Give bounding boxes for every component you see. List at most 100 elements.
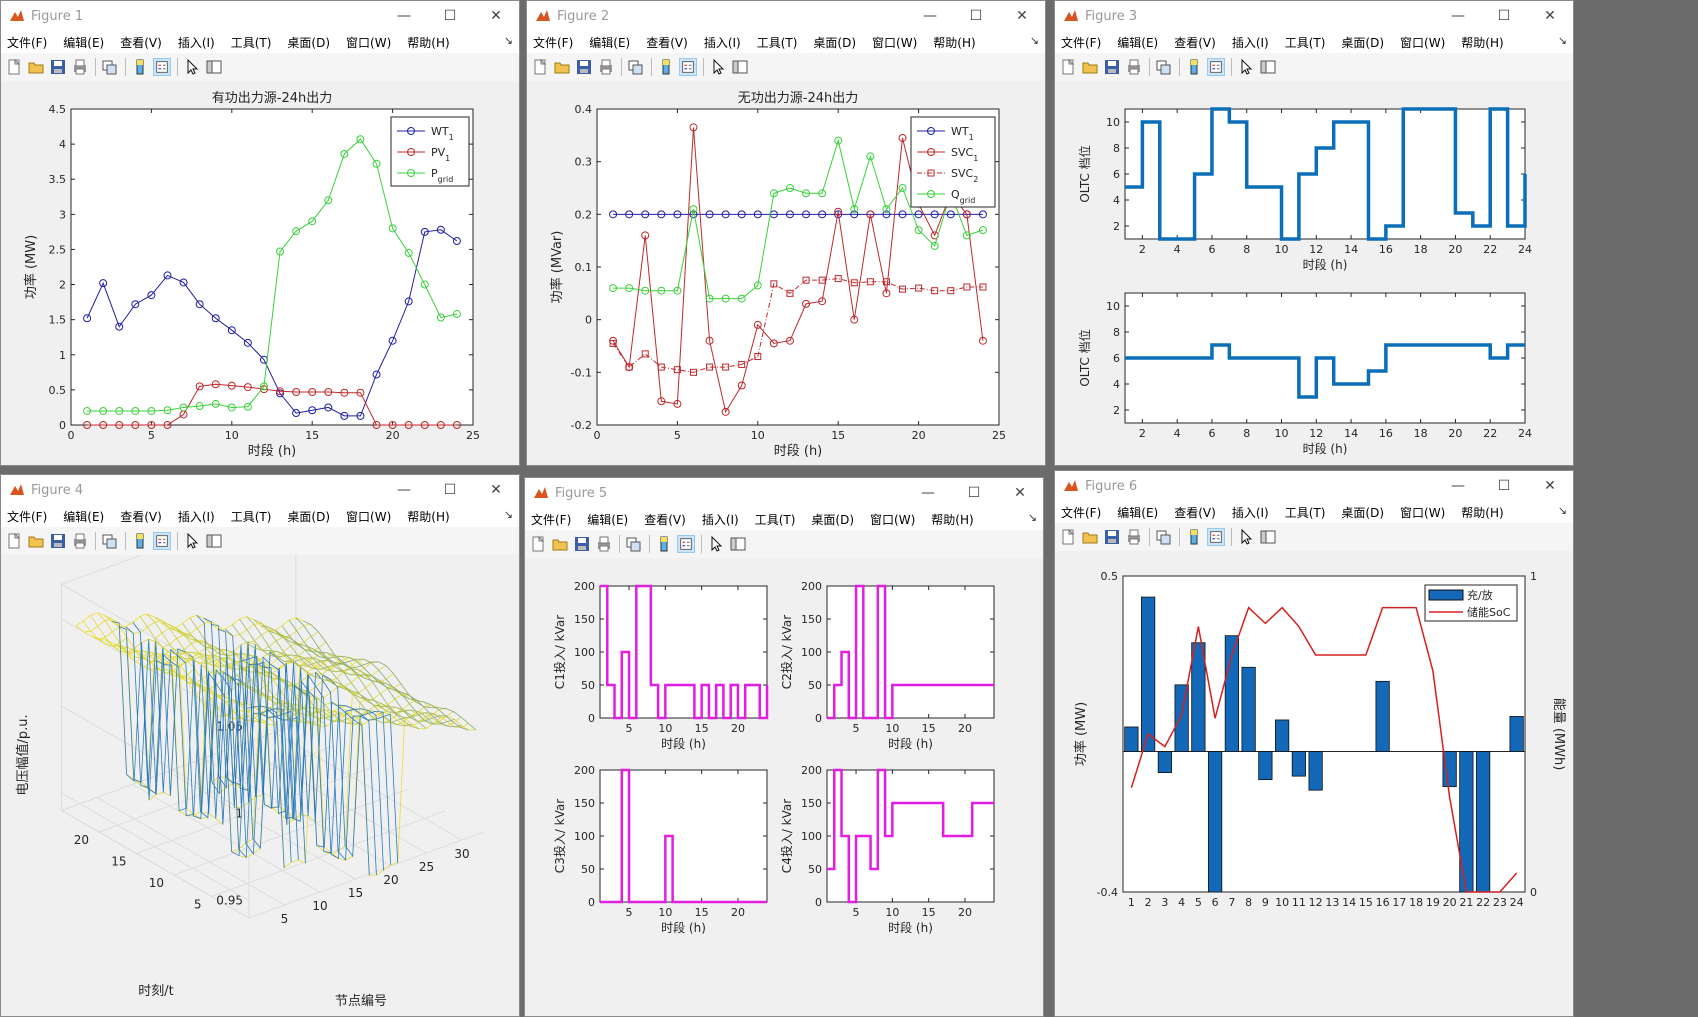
menu-item-0[interactable]: 文件(F) xyxy=(1061,505,1102,520)
menu-item-4[interactable]: 工具(T) xyxy=(756,35,798,50)
maximize-button[interactable]: ☐ xyxy=(967,485,981,501)
dock-arrow-icon[interactable]: ↘ xyxy=(1557,504,1567,517)
pointer-icon[interactable] xyxy=(707,535,725,553)
dock-arrow-icon[interactable]: ↘ xyxy=(503,508,513,521)
menu-item-0[interactable]: 文件(F) xyxy=(1061,35,1102,50)
menu-item-5[interactable]: 桌面(D) xyxy=(1341,505,1385,520)
maximize-button[interactable]: ☐ xyxy=(443,8,457,24)
legend-icon[interactable] xyxy=(1207,58,1225,76)
menu-item-2[interactable]: 查看(V) xyxy=(120,35,162,50)
menu-item-1[interactable]: 编辑(E) xyxy=(1117,35,1159,50)
menu-item-3[interactable]: 插入(I) xyxy=(1231,35,1269,50)
colorbar-icon[interactable] xyxy=(657,58,675,76)
menu-item-0[interactable]: 文件(F) xyxy=(533,35,574,50)
pointer-icon[interactable] xyxy=(1237,528,1255,546)
link-plot-icon[interactable] xyxy=(101,532,119,550)
new-file-icon[interactable] xyxy=(5,532,23,550)
menu-item-2[interactable]: 查看(V) xyxy=(1174,35,1216,50)
save-icon[interactable] xyxy=(49,58,67,76)
close-button[interactable]: ✕ xyxy=(1544,8,1556,24)
menu-item-2[interactable]: 查看(V) xyxy=(646,35,688,50)
menu-item-4[interactable]: 工具(T) xyxy=(1284,35,1326,50)
new-file-icon[interactable] xyxy=(1059,58,1077,76)
menu-item-4[interactable]: 工具(T) xyxy=(230,35,272,50)
minimize-button[interactable]: — xyxy=(923,8,937,24)
title-bar[interactable]: Figure 2 — ☐ ✕ xyxy=(527,1,1045,31)
menu-item-6[interactable]: 窗口(W) xyxy=(872,35,918,50)
open-folder-icon[interactable] xyxy=(553,58,571,76)
colorbar-icon[interactable] xyxy=(131,58,149,76)
maximize-button[interactable]: ☐ xyxy=(1497,8,1511,24)
colorbar-icon[interactable] xyxy=(131,532,149,550)
menu-item-1[interactable]: 编辑(E) xyxy=(587,512,629,527)
property-editor-icon[interactable] xyxy=(1259,58,1277,76)
close-button[interactable]: ✕ xyxy=(1016,8,1028,24)
new-file-icon[interactable] xyxy=(531,58,549,76)
property-editor-icon[interactable] xyxy=(731,58,749,76)
maximize-button[interactable]: ☐ xyxy=(969,8,983,24)
menu-item-6[interactable]: 窗口(W) xyxy=(1400,505,1446,520)
property-editor-icon[interactable] xyxy=(205,58,223,76)
legend-icon[interactable] xyxy=(153,58,171,76)
title-bar[interactable]: Figure 4 — ☐ ✕ xyxy=(1,475,519,505)
menu-item-6[interactable]: 窗口(W) xyxy=(346,35,392,50)
menu-item-5[interactable]: 桌面(D) xyxy=(811,512,855,527)
menu-item-7[interactable]: 帮助(H) xyxy=(1461,35,1504,50)
open-folder-icon[interactable] xyxy=(27,532,45,550)
maximize-button[interactable]: ☐ xyxy=(443,482,457,498)
menu-item-7[interactable]: 帮助(H) xyxy=(407,35,450,50)
menu-item-1[interactable]: 编辑(E) xyxy=(63,35,105,50)
open-folder-icon[interactable] xyxy=(1081,58,1099,76)
open-folder-icon[interactable] xyxy=(551,535,569,553)
print-icon[interactable] xyxy=(1125,528,1143,546)
property-editor-icon[interactable] xyxy=(205,532,223,550)
menu-item-0[interactable]: 文件(F) xyxy=(531,512,572,527)
dock-arrow-icon[interactable]: ↘ xyxy=(1557,34,1567,47)
minimize-button[interactable]: — xyxy=(1451,478,1465,494)
save-icon[interactable] xyxy=(573,535,591,553)
menu-item-0[interactable]: 文件(F) xyxy=(7,35,48,50)
menu-item-7[interactable]: 帮助(H) xyxy=(931,512,974,527)
menu-item-7[interactable]: 帮助(H) xyxy=(1461,505,1504,520)
menu-item-7[interactable]: 帮助(H) xyxy=(407,509,450,524)
title-bar[interactable]: Figure 1 — ☐ ✕ xyxy=(1,1,519,31)
legend-icon[interactable] xyxy=(679,58,697,76)
new-file-icon[interactable] xyxy=(5,58,23,76)
colorbar-icon[interactable] xyxy=(655,535,673,553)
print-icon[interactable] xyxy=(597,58,615,76)
close-button[interactable]: ✕ xyxy=(1544,478,1556,494)
save-icon[interactable] xyxy=(1103,528,1121,546)
legend-icon[interactable] xyxy=(1207,528,1225,546)
minimize-button[interactable]: — xyxy=(397,8,411,24)
menu-item-5[interactable]: 桌面(D) xyxy=(287,509,331,524)
menu-item-0[interactable]: 文件(F) xyxy=(7,509,48,524)
colorbar-icon[interactable] xyxy=(1185,58,1203,76)
property-editor-icon[interactable] xyxy=(729,535,747,553)
new-file-icon[interactable] xyxy=(529,535,547,553)
print-icon[interactable] xyxy=(71,532,89,550)
minimize-button[interactable]: — xyxy=(397,482,411,498)
menu-item-1[interactable]: 编辑(E) xyxy=(1117,505,1159,520)
maximize-button[interactable]: ☐ xyxy=(1497,478,1511,494)
menu-item-6[interactable]: 窗口(W) xyxy=(1400,35,1446,50)
menu-item-5[interactable]: 桌面(D) xyxy=(1341,35,1385,50)
figure-1-window[interactable]: Figure 1 — ☐ ✕ 文件(F) 编辑(E) 查看(V) 插入(I) 工具(T)… xyxy=(0,0,520,466)
save-icon[interactable] xyxy=(1103,58,1121,76)
link-plot-icon[interactable] xyxy=(625,535,643,553)
menu-item-2[interactable]: 查看(V) xyxy=(644,512,686,527)
link-plot-icon[interactable] xyxy=(627,58,645,76)
menu-item-4[interactable]: 工具(T) xyxy=(230,509,272,524)
minimize-button[interactable]: — xyxy=(921,485,935,501)
menu-item-6[interactable]: 窗口(W) xyxy=(870,512,916,527)
new-file-icon[interactable] xyxy=(1059,528,1077,546)
figure-3-window[interactable]: Figure 3 — ☐ ✕ 文件(F) 编辑(E) 查看(V) 插入(I) 工具(T)… xyxy=(1054,0,1574,466)
dock-arrow-icon[interactable]: ↘ xyxy=(1029,34,1039,47)
menu-item-4[interactable]: 工具(T) xyxy=(754,512,796,527)
title-bar[interactable]: Figure 6 — ☐ ✕ xyxy=(1055,471,1573,501)
pointer-icon[interactable] xyxy=(709,58,727,76)
pointer-icon[interactable] xyxy=(183,532,201,550)
print-icon[interactable] xyxy=(1125,58,1143,76)
colorbar-icon[interactable] xyxy=(1185,528,1203,546)
figure-4-window[interactable]: Figure 4 — ☐ ✕ 文件(F) 编辑(E) 查看(V) 插入(I) 工具(T)… xyxy=(0,474,520,1017)
title-bar[interactable]: Figure 3 — ☐ ✕ xyxy=(1055,1,1573,31)
